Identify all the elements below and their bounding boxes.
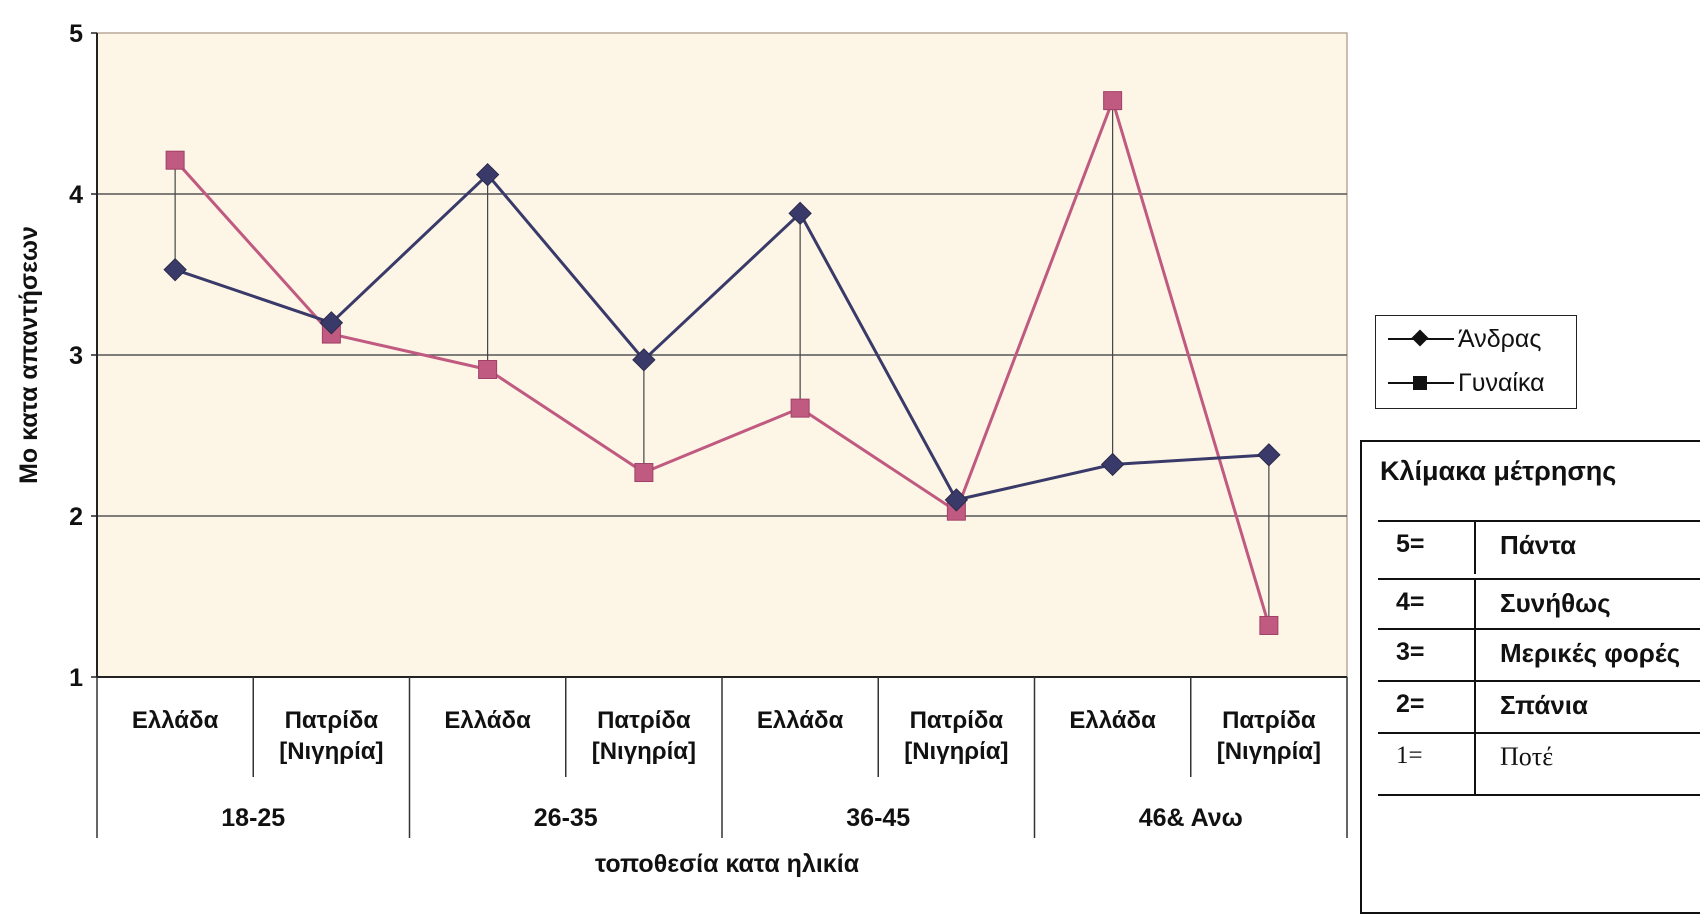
scale-title: Κλίμακα μέτρησης: [1380, 456, 1617, 486]
data-point-andras: [319, 311, 344, 335]
scale-code: 3=: [1396, 638, 1425, 666]
x-tick-label: Πατρίδα [Νιγηρία]: [904, 707, 1008, 765]
scale-code: 2=: [1396, 690, 1425, 718]
y-tick-label: 1: [69, 664, 83, 692]
x-axis-label: τοποθεσία κατα ηλικία: [595, 850, 860, 878]
x-group-label: 18-25: [221, 804, 285, 832]
gridlines: [97, 193, 1347, 517]
data-point-andras: [632, 348, 656, 372]
measurement-scale-table: Κλίμακα μέτρησης 5= Πάντα 4= Συνήθως 3= …: [1360, 440, 1700, 914]
series-markers: [163, 91, 1281, 635]
square-marker-icon: [1388, 376, 1454, 390]
chart: 1 2 3 4 5 Ελλάδα Πατρίδα [Νιγηρία] Ελλάδα Πατρίδ…: [15, 20, 1348, 878]
x-tick-label: Πατρίδα [Νιγηρία]: [279, 707, 383, 765]
scale-row: 3= Μερικές φορές: [1378, 628, 1700, 682]
x-group-label: 46& Ανω: [1139, 804, 1243, 832]
y-axis-label: Mo κατα απαντήσεων: [15, 226, 43, 484]
axes: [91, 32, 1348, 838]
data-point-gynaika: [478, 359, 498, 379]
legend-label-andras: Άνδρας: [1458, 324, 1542, 353]
scale-code: 4=: [1396, 588, 1425, 616]
x-group-label: 26-35: [534, 804, 598, 832]
legend-label-gynaika: Γυναίκα: [1458, 368, 1545, 397]
data-point-andras: [1100, 452, 1125, 477]
x-tick-label: Πατρίδα [Νιγηρία]: [592, 707, 696, 765]
scale-code: 1=: [1396, 742, 1423, 769]
data-point-andras: [475, 162, 500, 187]
scale-label: Σπάνια: [1500, 690, 1588, 720]
x-tick-label: Ελλάδα: [444, 707, 531, 734]
data-point-andras: [788, 201, 812, 226]
legend: Άνδρας Γυναίκα: [1375, 315, 1577, 409]
legend-item-andras: Άνδρας: [1388, 319, 1541, 359]
scale-row: 5= Πάντα: [1378, 520, 1700, 574]
x-group-label: 36-45: [846, 804, 910, 832]
y-tick-label: 5: [69, 20, 83, 48]
data-point-andras: [163, 257, 187, 282]
scale-code: 5=: [1396, 530, 1425, 558]
scale-row: 1= Ποτέ: [1378, 732, 1700, 796]
data-point-gynaika: [634, 463, 654, 483]
scale-label: Πάντα: [1500, 530, 1577, 560]
x-tick-label: Πατρίδα [Νιγηρία]: [1217, 707, 1321, 765]
diamond-marker-icon: [1388, 329, 1454, 347]
data-point-gynaika: [1103, 91, 1123, 111]
x-category-labels: Ελλάδα Πατρίδα [Νιγηρία] Ελλάδα Πατρίδα [Νιγη…: [132, 707, 1321, 765]
y-tick-labels: 1 2 3 4 5: [69, 20, 83, 692]
series-line-andras: [174, 173, 1269, 502]
scale-row: 2= Σπάνια: [1378, 680, 1700, 734]
data-point-gynaika: [790, 398, 810, 418]
legend-item-gynaika: Γυναίκα: [1388, 363, 1545, 403]
series-lines: [174, 99, 1271, 626]
data-point-andras: [1257, 443, 1281, 467]
scale-row: 4= Συνήθως: [1378, 578, 1700, 632]
scale-label: Μερικές φορές: [1500, 638, 1681, 668]
series-line-gynaika: [174, 99, 1271, 626]
data-point-andras: [944, 488, 969, 512]
y-tick-label: 3: [69, 342, 83, 370]
y-tick-label: 2: [69, 503, 83, 531]
x-tick-label: Ελλάδα: [1069, 707, 1156, 734]
x-group-labels: 18-25 26-35 36-45 46& Ανω: [221, 804, 1242, 832]
x-tick-label: Ελλάδα: [132, 707, 219, 734]
scale-label: Ποτέ: [1500, 742, 1554, 771]
y-tick-label: 4: [69, 181, 83, 209]
data-point-gynaika: [165, 150, 185, 170]
scale-label: Συνήθως: [1500, 588, 1611, 618]
x-tick-label: Ελλάδα: [757, 707, 844, 734]
data-point-gynaika: [1259, 615, 1279, 635]
